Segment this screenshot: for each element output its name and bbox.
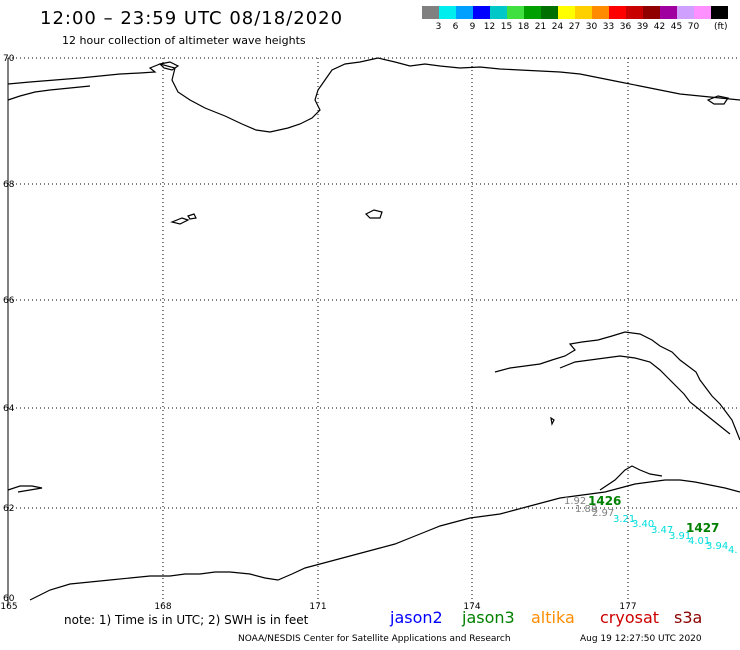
legend-label: 70 [687,22,700,32]
lon-label: 174 [463,602,480,612]
lat-label: 68 [3,180,15,190]
lon-label: 168 [154,602,171,612]
lon-label: 171 [309,602,326,612]
island-small-1 [170,217,190,225]
credit-line: NOAA/NESDIS Center for Satellite Applica… [238,634,511,644]
legend-label: 30 [585,22,598,32]
coastlines [7,57,740,601]
pass-labels: 1426 1427 [588,494,719,535]
coastline-alaska-west [494,331,740,441]
coastline-north [7,57,740,133]
legend-label: 9 [469,22,476,32]
legend-swatch [626,6,643,19]
legend-label: 39 [636,22,649,32]
legend-swatch [541,6,558,19]
legend-label: 24 [551,22,564,32]
legend-swatch [507,6,524,19]
legend-label: 21 [534,22,547,32]
island-small-2 [187,213,197,220]
legend-label: 3 [435,22,442,32]
lon-label: 177 [619,602,636,612]
legend-swatch [575,6,592,19]
legend-swatch [694,6,711,19]
legend-swatch [439,6,456,19]
legend-swatch [711,6,728,19]
legend-swatch [643,6,660,19]
legend-label: 36 [619,22,632,32]
lat-label: 60 [3,594,15,604]
swh-value: 3.21 [613,514,635,525]
legend-swatch [422,6,439,19]
footer-note: note: 1) Time is in UTC; 2) SWH is in fe… [64,613,309,627]
lat-label: 66 [3,296,15,306]
legend-label: 27 [568,22,581,32]
swh-values: 1.92 1.88 2.97 3.21 3.40 3.47 3.91 4.01 … [564,496,738,556]
timestamp: Aug 19 12:27:50 UTC 2020 [580,634,702,644]
coastline-south [29,479,740,601]
legend-label: 6 [452,22,459,32]
lat-label: 64 [3,404,15,414]
satellite-s3a: s3a [674,608,703,627]
swh-value: 4.01 [688,536,710,547]
legend-label: 33 [602,22,615,32]
coastline-east-inlet [706,95,729,105]
color-legend [422,6,728,19]
legend-label: 12 [483,22,496,32]
swh-value: 3.40 [632,519,654,530]
legend-label: 18 [517,22,530,32]
satellite-jason2: jason2 [390,608,443,627]
legend-swatch [609,6,626,19]
lat-label: 70 [3,54,15,64]
swh-value: 2.97 [592,508,614,519]
swh-value: 1.92 [564,496,586,507]
legend-label: 15 [500,22,513,32]
legend-label: 42 [653,22,666,32]
coastline-west-spit [7,485,43,493]
swh-value: 1.88 [575,504,597,515]
coastline-alaska-south [599,465,663,491]
lon-label: 165 [0,602,17,612]
satellite-altika: altika [531,608,575,627]
legend-swatch [524,6,541,19]
legend-swatch [660,6,677,19]
island-stlawrence [364,209,383,219]
island-small-3 [550,416,555,426]
coastline-north-west [7,85,91,101]
legend-swatch [677,6,694,19]
swh-value: 3.91 [669,531,691,542]
lat-label: 62 [3,504,14,514]
swh-value: 4. [728,545,738,556]
legend-swatch [456,6,473,19]
legend-swatch [473,6,490,19]
page-subtitle: 12 hour collection of altimeter wave hei… [62,34,306,47]
lat-labels: 70 68 66 64 62 60 [3,54,15,604]
legend-swatch [490,6,507,19]
page-title: 12:00 – 23:59 UTC 08/18/2020 [40,8,344,29]
satellite-cryosat: cryosat [600,608,660,627]
legend-label: 45 [670,22,683,32]
swh-value: 3.94 [706,541,728,552]
legend-unit: (ft) [714,22,728,32]
swh-value: 3.47 [651,525,673,536]
inlet-north [158,61,180,71]
legend-swatch [592,6,609,19]
satellite-jason3: jason3 [462,608,515,627]
lon-labels: 165 168 171 174 177 [0,602,636,612]
coastline-alaska-mid [559,355,731,435]
pass-label-1427: 1427 [686,521,719,535]
legend-swatch [558,6,575,19]
pass-label-1426: 1426 [588,494,621,508]
